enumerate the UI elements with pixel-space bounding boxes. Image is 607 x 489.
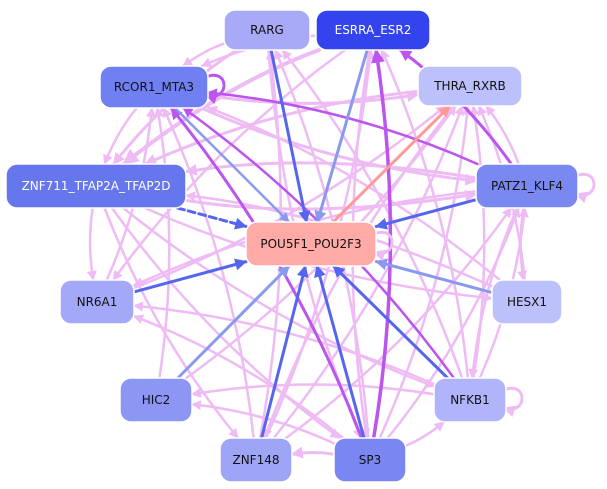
- edge-znf148-to-thra_rxrb: [272, 104, 464, 440]
- edge-patz1_klf4-to-znf711: [184, 161, 478, 180]
- node-label: RARG: [250, 23, 284, 37]
- node-box: [417, 65, 523, 107]
- node-box: [5, 163, 187, 209]
- node-label: NR6A1: [77, 295, 118, 309]
- node-esrra_esr2[interactable]: ESRRA_ESR2: [315, 9, 431, 51]
- node-rarg[interactable]: RARG: [223, 9, 311, 51]
- node-hesx1[interactable]: HESX1: [491, 279, 563, 325]
- node-label: ZNF711_TFAP2A_TFAP2D: [22, 179, 171, 193]
- node-label: ESRRA_ESR2: [335, 23, 412, 37]
- edge-znf711-to-znf148: [103, 206, 240, 440]
- edge-znf711-to-sp3: [110, 206, 341, 440]
- edge-sp3-to-nfkb1: [404, 420, 446, 447]
- edge-sp3-to-pou5f1: [314, 264, 366, 440]
- node-label: PATZ1_KLF4: [491, 179, 563, 193]
- node-box: [99, 65, 209, 109]
- edge-patz1_klf4-to-thra_rxrb: [484, 104, 520, 166]
- node-label: THRA_RXRB: [433, 79, 506, 93]
- edge-hic2-to-rcor1_mta3: [154, 106, 171, 380]
- node-label: NFKB1: [450, 393, 490, 407]
- node-box: [119, 377, 193, 423]
- edge-hic2-to-pou5f1: [176, 264, 291, 380]
- node-znf148[interactable]: ZNF148: [219, 437, 293, 483]
- node-box: [245, 221, 377, 267]
- node-box: [433, 377, 507, 423]
- edge-rcor1_mta3-to-pou5f1: [173, 106, 291, 224]
- self-loop-nfkb1: [502, 386, 524, 418]
- self-loops-layer: [204, 73, 596, 418]
- node-box: [475, 163, 579, 209]
- node-box: [333, 437, 407, 483]
- node-box: [223, 9, 311, 51]
- edge-rarg-to-rcor1_mta3: [181, 42, 226, 68]
- edge-rcor1_mta3-to-znf711: [103, 106, 138, 166]
- self-loop-rcor1_mta3: [204, 73, 226, 105]
- edge-znf711-to-nr6a1: [86, 206, 97, 282]
- edge-patz1_klf4-to-hesx1: [517, 206, 527, 282]
- node-thra_rxrb[interactable]: THRA_RXRB: [417, 65, 523, 107]
- node-label: SP3: [359, 453, 382, 467]
- node-box: [491, 279, 563, 325]
- node-nr6a1[interactable]: NR6A1: [59, 279, 135, 325]
- edge-sp3-to-nr6a1: [132, 314, 345, 440]
- edge-znf148-to-pou5f1: [260, 264, 309, 440]
- node-box: [59, 279, 135, 325]
- edge-patz1_klf4-to-rcor1_mta3: [206, 88, 479, 166]
- edge-sp3-to-znf148: [290, 446, 336, 459]
- self-loop-pou5f1: [372, 230, 394, 262]
- node-box: [219, 437, 293, 483]
- edge-nfkb1-to-rarg: [281, 48, 464, 380]
- edge-rarg-to-pou5f1: [269, 48, 311, 224]
- edge-rcor1_mta3-to-thra_rxrb: [206, 90, 420, 105]
- node-patz1_klf4[interactable]: PATZ1_KLF4: [475, 163, 579, 209]
- edge-pou5f1-to-thra_rxrb: [331, 104, 452, 224]
- node-sp3[interactable]: SP3: [333, 437, 407, 483]
- edge-znf148-to-patz1_klf4: [284, 206, 513, 440]
- node-box: [315, 9, 431, 51]
- node-label: ZNF148: [232, 453, 279, 467]
- node-znf711[interactable]: ZNF711_TFAP2A_TFAP2D: [5, 163, 187, 209]
- node-label: POU5F1_POU2F3: [260, 237, 361, 251]
- self-loop-patz1_klf4: [574, 172, 596, 204]
- edge-nr6a1-to-pou5f1: [132, 258, 248, 294]
- node-label: HESX1: [507, 295, 547, 309]
- nodes-layer: RARG ESRRA_ESR2 RCOR1_MTA3 THRA_RXRB ZNF711_…: [5, 9, 579, 483]
- node-label: RCOR1_MTA3: [114, 80, 194, 94]
- node-rcor1_mta3[interactable]: RCOR1_MTA3: [99, 65, 209, 109]
- edge-znf711-to-pou5f1: [176, 206, 248, 230]
- edge-patz1_klf4-to-pou5f1: [374, 198, 478, 230]
- node-pou5f1[interactable]: POU5F1_POU2F3: [245, 221, 377, 267]
- node-label: HIC2: [142, 393, 171, 407]
- edge-hesx1-to-pou5f1: [374, 258, 494, 295]
- node-hic2[interactable]: HIC2: [119, 377, 193, 423]
- edge-nfkb1-to-pou5f1: [331, 264, 450, 380]
- edge-esrra_esr2-to-pou5f1: [314, 48, 369, 224]
- node-nfkb1[interactable]: NFKB1: [433, 377, 507, 423]
